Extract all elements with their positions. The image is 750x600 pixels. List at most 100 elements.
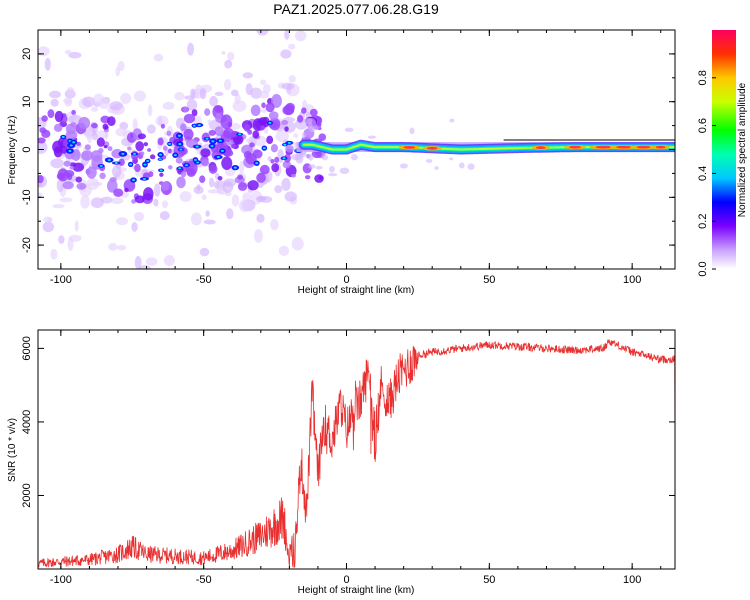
noise-blob bbox=[59, 197, 73, 203]
noise-blob bbox=[82, 96, 95, 108]
y-tick-label: 20 bbox=[21, 48, 33, 60]
noise-blob bbox=[280, 49, 292, 59]
colorbar-tick-label: 0.8 bbox=[697, 70, 709, 85]
violet-blob bbox=[305, 175, 311, 180]
spectrogram-plot-area bbox=[38, 30, 675, 269]
violet-blob bbox=[84, 144, 91, 151]
noise-blob bbox=[163, 255, 175, 266]
violet-blob bbox=[78, 116, 91, 130]
cyan-core bbox=[210, 144, 214, 147]
snr-y-ticks: 2000 4000 6000 bbox=[21, 336, 675, 508]
violet-blob bbox=[124, 187, 129, 193]
violet-blob bbox=[217, 175, 223, 181]
violet-blob bbox=[281, 119, 289, 126]
noise-blob bbox=[222, 181, 234, 193]
violet-blob bbox=[259, 164, 270, 175]
violet-blob bbox=[290, 173, 297, 178]
violet-blob bbox=[106, 179, 118, 193]
noise-blob bbox=[256, 30, 269, 36]
noise-blob bbox=[261, 108, 267, 113]
cyan-core bbox=[178, 142, 182, 145]
snr-frame bbox=[37, 329, 676, 570]
noise-blob bbox=[274, 185, 283, 194]
violet-blob bbox=[260, 125, 265, 131]
colorbar: 0.0 0.2 0.4 0.6 0.8 Normalized spectral ampl… bbox=[697, 30, 748, 277]
noise-blob bbox=[259, 195, 273, 203]
violet-blob bbox=[113, 188, 124, 197]
noise-blob bbox=[308, 154, 314, 161]
noise-blob bbox=[281, 178, 291, 192]
noise-blob bbox=[230, 89, 239, 97]
violet-blob bbox=[215, 113, 222, 120]
violet-blob bbox=[237, 174, 244, 180]
noise-blob bbox=[153, 183, 161, 197]
cyan-core bbox=[268, 121, 272, 124]
violet-blob bbox=[183, 113, 196, 124]
cyan-core bbox=[211, 140, 215, 143]
noise-blob bbox=[50, 158, 64, 169]
noise-blob bbox=[339, 167, 350, 175]
x-tick-label: 0 bbox=[343, 574, 349, 586]
violet-blob bbox=[102, 123, 109, 130]
violet-blob bbox=[301, 107, 307, 114]
violet-blob bbox=[76, 141, 82, 147]
noise-blob bbox=[64, 98, 73, 107]
violet-blob bbox=[285, 145, 294, 153]
violet-blob bbox=[143, 187, 154, 201]
noise-blob bbox=[90, 181, 103, 187]
noise-blob bbox=[467, 163, 475, 170]
violet-blob bbox=[214, 126, 224, 137]
violet-blob bbox=[76, 182, 87, 190]
violet-blob bbox=[176, 176, 186, 189]
violet-blob bbox=[91, 122, 98, 129]
violet-blob bbox=[180, 170, 187, 178]
violet-blob bbox=[160, 181, 170, 191]
colorbar-ticks: 0.0 0.2 0.4 0.6 0.8 bbox=[697, 70, 716, 277]
colorbar-label: Normalized spectral amplitude bbox=[737, 82, 748, 217]
snr-x-ticks: -100 -50 0 50 100 bbox=[50, 330, 662, 586]
cyan-core bbox=[114, 162, 118, 165]
noise-blob bbox=[238, 199, 251, 212]
cyan-core bbox=[107, 158, 111, 161]
cyan-core bbox=[179, 148, 183, 151]
x-tick-label: 100 bbox=[623, 574, 641, 586]
noise-blob bbox=[52, 204, 65, 209]
hot-spot-core bbox=[426, 146, 438, 150]
violet-blob bbox=[54, 110, 64, 123]
violet-blob bbox=[271, 163, 280, 173]
hot-spot-core bbox=[403, 145, 416, 149]
cyan-core bbox=[69, 144, 73, 147]
noise-blob bbox=[284, 30, 290, 40]
cyan-core bbox=[255, 162, 259, 165]
cyan-core bbox=[195, 145, 199, 148]
cyan-core bbox=[193, 158, 197, 161]
noise-blob bbox=[111, 165, 122, 178]
noise-blob bbox=[190, 88, 196, 99]
cyan-core bbox=[72, 141, 76, 144]
violet-blob bbox=[59, 145, 68, 154]
spectrogram-y-ticks: -20 -10 0 10 20 bbox=[21, 29, 675, 270]
cyan-core bbox=[262, 147, 266, 150]
noise-blob bbox=[199, 88, 207, 100]
y-tick-label: 0 bbox=[21, 146, 33, 152]
violet-blob bbox=[191, 109, 198, 117]
noise-blob bbox=[174, 91, 185, 101]
violet-blob bbox=[261, 102, 266, 109]
noise-blob bbox=[134, 255, 142, 269]
noise-blob bbox=[294, 30, 307, 42]
noise-blob bbox=[229, 122, 241, 130]
violet-blob bbox=[245, 153, 257, 165]
noise-blob bbox=[434, 166, 439, 170]
noise-blob bbox=[208, 177, 215, 188]
noise-blob bbox=[281, 82, 295, 90]
figure-title: PAZ1.2025.077.06.28.G19 bbox=[273, 1, 439, 17]
noise-blob bbox=[315, 165, 323, 170]
noise-blob bbox=[115, 66, 120, 77]
hot-spot-core bbox=[595, 145, 612, 149]
noise-blob bbox=[153, 53, 164, 62]
noise-blob bbox=[288, 75, 296, 83]
noise-blob bbox=[242, 72, 254, 79]
violet-blob bbox=[186, 168, 196, 177]
hot-spot-core bbox=[569, 145, 582, 149]
